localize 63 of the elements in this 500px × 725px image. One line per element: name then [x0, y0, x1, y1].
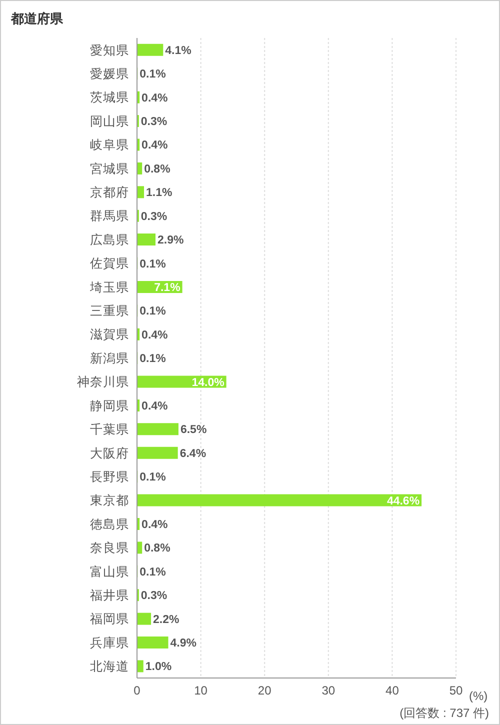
data-label: 0.1% — [140, 258, 166, 270]
data-label: 6.5% — [180, 424, 207, 436]
y-tick-label: 福井県 — [90, 588, 129, 602]
y-tick-label: 三重県 — [90, 304, 129, 318]
x-tick-label: 10 — [194, 684, 208, 698]
y-tick-label: 岡山県 — [90, 114, 129, 128]
data-label: 0.4% — [142, 400, 168, 412]
data-label: 0.3% — [140, 116, 168, 128]
y-tick-label: 静岡県 — [90, 398, 129, 413]
data-label: 1.0% — [145, 661, 172, 674]
y-tick-label: 埼玉県 — [89, 280, 129, 294]
y-tick-label: 茨城県 — [90, 90, 129, 105]
y-tick-label: 愛媛県 — [90, 66, 129, 81]
data-label: 0.1% — [140, 353, 166, 366]
data-label: 0.3% — [140, 210, 168, 223]
data-label: 4.9% — [170, 638, 196, 650]
y-tick-label: 岐阜県 — [90, 138, 129, 152]
y-tick-label: 佐賀県 — [90, 256, 129, 271]
data-label: 7.1% — [154, 282, 180, 294]
data-label: 0.4% — [142, 329, 168, 342]
data-label: 0.1% — [140, 566, 166, 578]
data-label: 4.1% — [165, 44, 192, 57]
chart-title: 都道府県 — [11, 10, 63, 28]
y-tick-label: 京都府 — [90, 184, 129, 200]
data-label: 0.1% — [140, 472, 166, 484]
y-tick-label: 宮城県 — [90, 160, 129, 176]
y-tick-label: 広島県 — [90, 232, 129, 247]
data-label: 0.8% — [144, 542, 170, 555]
data-label: 1.1% — [146, 187, 172, 200]
y-tick-label: 群馬県 — [90, 209, 129, 224]
data-label: 0.1% — [140, 306, 166, 318]
text: (回答数 : 737 件) — [400, 705, 489, 722]
data-label: 44.6% — [386, 495, 420, 508]
data-label: 0.4% — [142, 519, 168, 531]
y-tick-label: 徳島県 — [90, 517, 129, 532]
data-label: 2.2% — [153, 614, 180, 626]
y-tick-label: 東京都 — [90, 494, 129, 508]
x-axis-title: (%) — [469, 689, 488, 703]
x-tick-label: 30 — [322, 684, 336, 698]
y-tick-label: 奈良県 — [90, 541, 129, 556]
y-tick-label: 富山県 — [90, 564, 129, 579]
y-tick-label: 福岡県 — [90, 612, 129, 626]
y-tick-label: 兵庫県 — [90, 634, 129, 650]
data-label: 0.8% — [144, 163, 170, 176]
x-tick-label: 0 — [134, 684, 141, 698]
x-tick-label: 50 — [449, 684, 463, 698]
data-label: 0.3% — [140, 590, 168, 602]
y-tick-label: 滋賀県 — [90, 328, 129, 342]
data-label: 14.0% — [192, 376, 224, 389]
x-tick-label: 40 — [386, 684, 400, 698]
x-tick-label: 20 — [258, 684, 272, 698]
y-tick-label: 長野県 — [90, 470, 129, 484]
y-tick-label: 神奈川県 — [77, 375, 129, 390]
data-label: 0.4% — [142, 92, 168, 104]
data-label: 0.1% — [140, 68, 166, 81]
y-tick-label: 大阪府 — [90, 445, 129, 460]
data-label: 6.4% — [180, 448, 206, 460]
y-tick-label: 新潟県 — [90, 351, 129, 366]
data-label: 2.9% — [158, 234, 184, 247]
data-label: 0.4% — [142, 140, 168, 152]
y-tick-label: 北海道 — [90, 660, 129, 674]
y-tick-label: 千葉県 — [90, 422, 129, 437]
y-tick-label: 愛知県 — [90, 43, 129, 58]
